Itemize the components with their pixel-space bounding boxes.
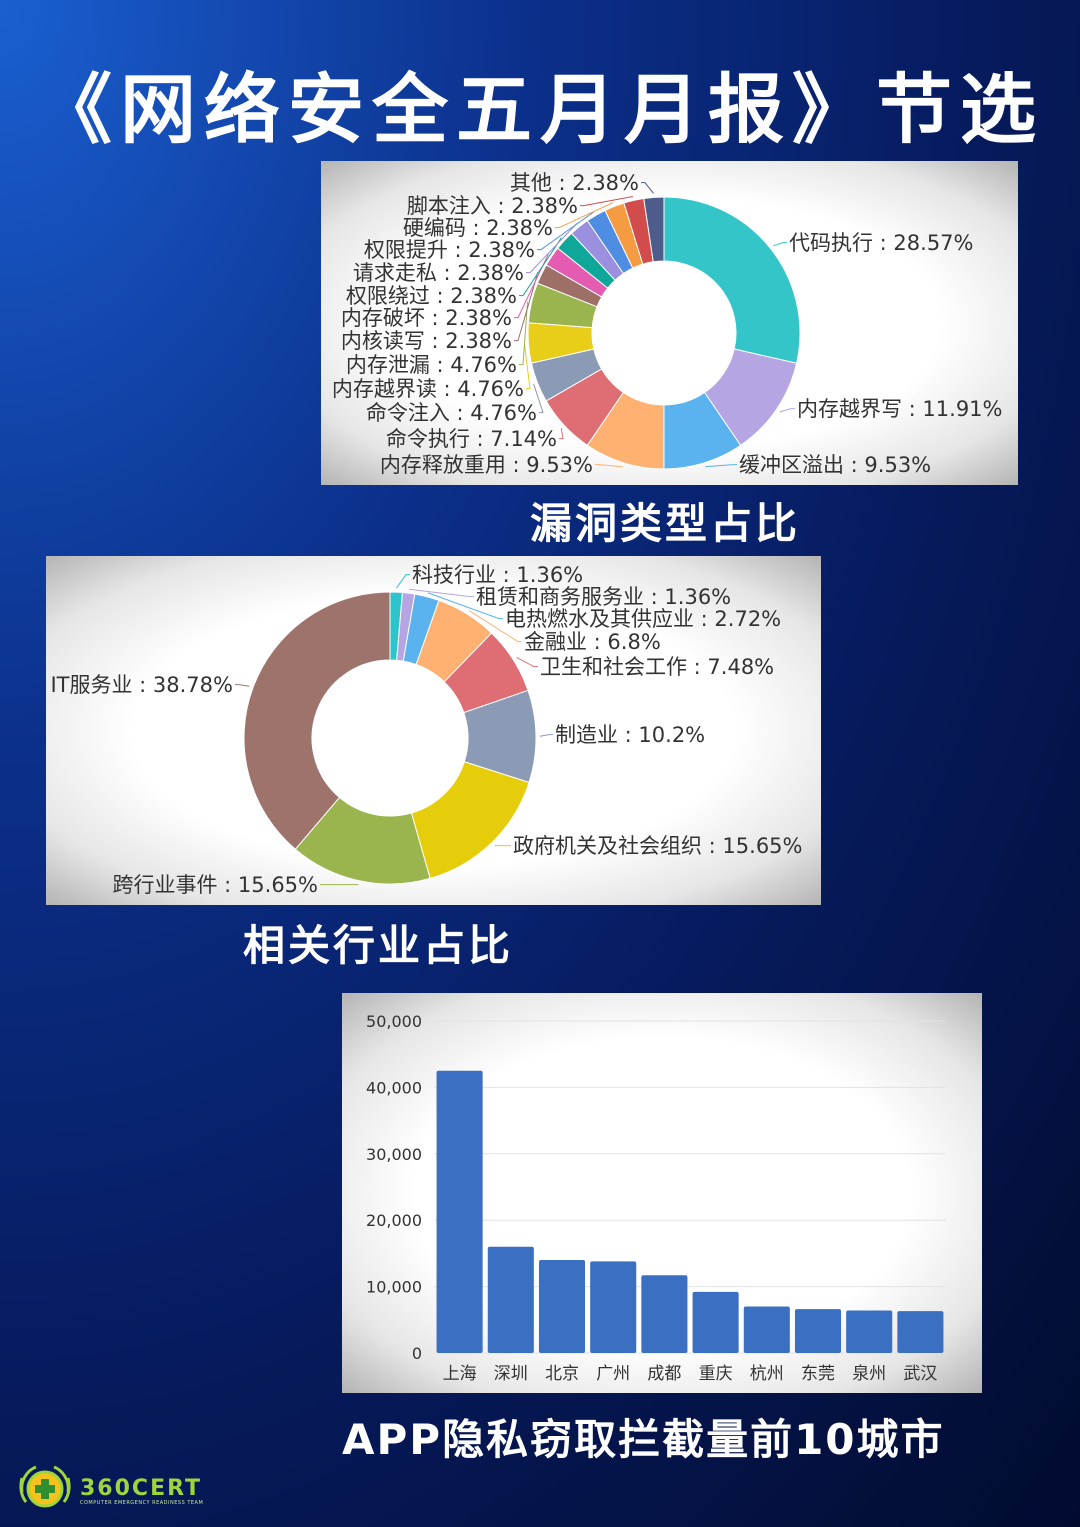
logo-emblem-icon <box>19 1465 71 1508</box>
vuln-label-0: 代码执行 : 28.57% <box>789 231 974 255</box>
city-xtick-label-0: 上海 <box>443 1364 477 1384</box>
city-xtick-label-6: 杭州 <box>750 1364 784 1384</box>
vuln-leader-line-8 <box>514 272 539 342</box>
city-ytick-label-5: 50,000 <box>366 1012 422 1031</box>
vuln-label-13: 硬编码 : 2.38% <box>403 216 553 240</box>
industry-slice-8 <box>243 591 391 850</box>
industry-label-3: 金融业 : 6.8% <box>524 630 661 654</box>
industry-label-0: 科技行业 : 1.36% <box>412 563 583 587</box>
vuln-label-4: 命令执行 : 7.14% <box>386 427 557 451</box>
vuln-leader-line-2 <box>705 464 737 468</box>
vuln-leader-line-3 <box>595 464 623 468</box>
vuln-leader-line-6 <box>523 343 531 390</box>
industry-leader-line-0 <box>395 574 410 589</box>
vuln-leader-line-5 <box>533 383 544 414</box>
vuln-label-8: 内核读写 : 2.38% <box>341 329 512 353</box>
vuln-leader-line-15 <box>641 182 654 194</box>
vuln-label-3: 内存释放重用 : 9.53% <box>380 453 593 477</box>
industry-chart-caption: 相关行业占比 <box>243 921 514 970</box>
vuln-label-6: 内存越界读 : 4.76% <box>332 377 524 401</box>
360cert-logo: 360CERT COMPUTER EMERGENCY READINESS TEA… <box>16 1462 226 1518</box>
vuln-leader-line-4 <box>559 428 564 440</box>
industry-leader-line-1 <box>409 588 474 598</box>
city-ytick-label-3: 30,000 <box>366 1145 422 1164</box>
logo-subtext: COMPUTER EMERGENCY READINESS TEAM <box>80 1500 204 1506</box>
vuln-slice-15 <box>643 196 665 263</box>
city-xtick-label-3: 广州 <box>596 1364 630 1384</box>
city-ytick-label-1: 10,000 <box>366 1278 422 1297</box>
industry-donut-chart: 科技行业 : 1.36%租赁和商务服务业 : 1.36%电热燃水及其供应业 : … <box>50 563 803 897</box>
city-bar-3 <box>590 1261 637 1353</box>
industry-label-4: 卫生和社会工作 : 7.48% <box>540 655 774 679</box>
city-ytick-label-2: 20,000 <box>366 1211 422 1230</box>
city-xtick-label-5: 重庆 <box>699 1364 733 1384</box>
vuln-label-12: 权限提升 : 2.38% <box>364 238 535 262</box>
city-xtick-label-9: 武汉 <box>903 1364 937 1384</box>
industry-label-2: 电热燃水及其供应业 : 2.72% <box>505 607 781 631</box>
city-bar-6 <box>743 1306 790 1353</box>
vuln-chart-caption: 漏洞类型占比 <box>530 499 801 548</box>
vuln-label-2: 缓冲区溢出 : 9.53% <box>739 453 931 477</box>
city-xtick-label-4: 成都 <box>647 1364 681 1384</box>
industry-leader-line-2 <box>427 592 503 620</box>
vuln-label-14: 脚本注入 : 2.38% <box>407 194 578 218</box>
city-xtick-label-2: 北京 <box>545 1364 579 1384</box>
city-xtick-label-8: 泉州 <box>852 1364 886 1384</box>
vuln-leader-line-12 <box>537 211 595 251</box>
city-bar-7 <box>794 1309 842 1353</box>
vuln-leader-line-0 <box>773 242 787 247</box>
city-bar-0 <box>436 1070 483 1353</box>
city-bar-4 <box>641 1275 688 1353</box>
industry-label-5: 制造业 : 10.2% <box>555 723 705 747</box>
city-chart-panel: 0 10,000 20,000 30,000 40,000 50,000 上海 深圳 北京 广州成… <box>342 993 982 1393</box>
city-bar-5 <box>692 1291 739 1353</box>
vuln-leader-line-10 <box>519 237 562 297</box>
logo-text: 360CERT <box>80 1476 203 1501</box>
city-ytick-label-4: 40,000 <box>366 1078 422 1097</box>
vuln-label-15: 其他 : 2.38% <box>510 171 639 195</box>
vuln-label-5: 命令注入 : 4.76% <box>366 401 537 425</box>
industry-chart-panel: 科技行业 : 1.36% 租赁和商务服务业 : 1.36% 电热燃水及其供应业 : … <box>46 556 821 905</box>
city-bar-chart: 0 10,000 20,000 30,000 40,000 50,000 上海 深圳 北京 广州成… <box>366 1012 946 1384</box>
vuln-label-9: 内存破坏 : 2.38% <box>341 306 512 330</box>
industry-slice-6 <box>410 761 530 879</box>
industry-label-6: 政府机关及社会组织 : 15.65% <box>513 834 803 858</box>
vuln-slice-0 <box>663 196 801 364</box>
industry-label-1: 租赁和商务服务业 : 1.36% <box>476 585 731 609</box>
vuln-label-10: 权限绕过 : 2.38% <box>346 284 517 308</box>
industry-leader-line-8 <box>235 684 250 687</box>
city-bar-9 <box>897 1311 944 1353</box>
vuln-leader-line-14 <box>580 196 633 207</box>
vuln-label-7: 内存泄漏 : 4.76% <box>346 353 517 377</box>
industry-label-7: 跨行业事件 : 15.65% <box>113 873 319 897</box>
city-bar-2 <box>538 1260 586 1353</box>
city-ytick-label-0: 0 <box>412 1344 422 1363</box>
vuln-leader-line-13 <box>555 202 614 229</box>
vuln-label-11: 请求走私 : 2.38% <box>353 261 524 285</box>
vuln-leader-line-7 <box>519 301 529 366</box>
vuln-leader-line-11 <box>526 223 578 274</box>
vuln-leader-line-1 <box>779 408 795 413</box>
industry-leader-line-5 <box>539 734 553 737</box>
city-xtick-label-1: 深圳 <box>494 1364 528 1384</box>
vuln-chart-panel: 代码执行 : 28.57% 内存越界写 : 11.91% 缓冲区溢出 : 9.53%… <box>321 161 1018 485</box>
city-bar-8 <box>846 1310 893 1353</box>
city-bar-1 <box>487 1246 534 1353</box>
vuln-donut-chart: 代码执行 : 28.57% 内存越界写 : 11.91% 缓冲区溢出 : 9.53%… <box>332 171 1003 477</box>
vuln-leader-line-9 <box>514 253 549 319</box>
vuln-label-1: 内存越界写 : 11.91% <box>797 397 1003 421</box>
industry-label-8: IT服务业 : 38.78% <box>50 673 233 697</box>
city-xtick-label-7: 东莞 <box>801 1364 835 1384</box>
industry-leader-line-3 <box>468 610 522 643</box>
industry-leader-line-4 <box>516 657 538 668</box>
city-chart-caption: APP隐私窃取拦截量前10城市 <box>342 1415 945 1464</box>
page-title: 《网络安全五月月报》节选 <box>36 65 1044 154</box>
